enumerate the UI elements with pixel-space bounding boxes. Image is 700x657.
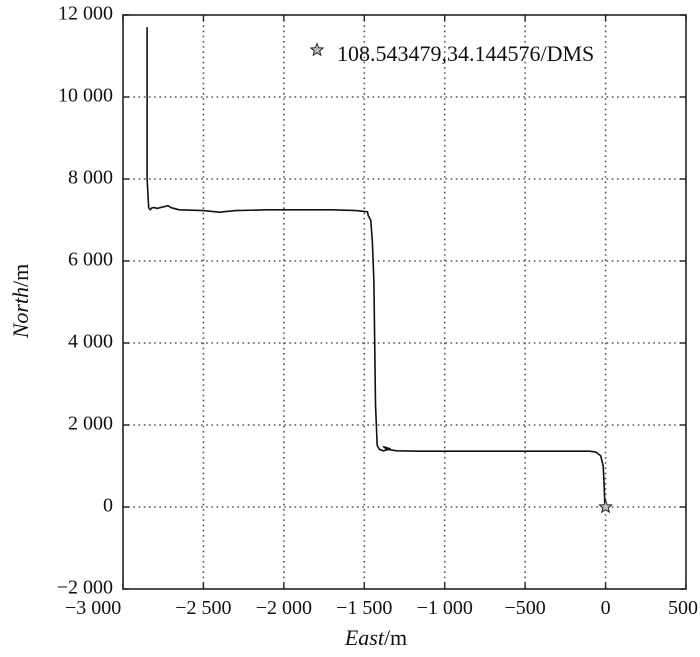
x-tick-label: −2 500 bbox=[175, 597, 231, 619]
start-marker-group bbox=[598, 499, 613, 514]
grid-lines bbox=[123, 15, 686, 589]
trajectory-line bbox=[146, 27, 607, 508]
y-tick-label: −2 000 bbox=[57, 577, 113, 599]
plot-frame bbox=[122, 14, 687, 590]
y-tick-label: 2 000 bbox=[68, 413, 113, 435]
x-tick-label: −500 bbox=[505, 597, 546, 619]
legend-label: 108.543479,34.144576/DMS bbox=[337, 41, 594, 66]
x-tick-label: 500 bbox=[668, 597, 698, 619]
x-tick-label: −3 000 bbox=[65, 597, 121, 619]
y-tick-label: 6 000 bbox=[68, 249, 113, 271]
y-axis-ticks: −2 000 0 2 000 4 000 6 000 8 000 10 000 12 000 bbox=[57, 3, 686, 599]
y-tick-label: 0 bbox=[103, 495, 113, 517]
x-axis-title-unit: /m bbox=[384, 625, 407, 650]
x-tick-label: 0 bbox=[601, 597, 611, 619]
y-tick-label: 10 000 bbox=[58, 85, 113, 107]
x-tick-label: −2 000 bbox=[256, 597, 312, 619]
y-axis-title-name: North bbox=[8, 287, 33, 339]
legend-star-icon bbox=[309, 42, 325, 57]
legend: 108.543479,34.144576/DMS bbox=[309, 41, 594, 66]
x-axis-title-name: East bbox=[344, 625, 385, 650]
y-tick-label: 8 000 bbox=[68, 167, 113, 189]
x-axis-ticks: −3 000 −2 500 −2 000 −1 500 −1 000 −500 0 500 bbox=[65, 15, 698, 619]
y-axis-title-unit: /m bbox=[8, 264, 33, 287]
y-tick-label: 4 000 bbox=[68, 331, 113, 353]
x-tick-label: −1 000 bbox=[417, 597, 473, 619]
start-point-star-icon bbox=[598, 499, 613, 514]
x-tick-label: −1 500 bbox=[336, 597, 392, 619]
x-axis-title: East/m bbox=[344, 625, 407, 650]
y-tick-label: 12 000 bbox=[58, 3, 113, 25]
y-axis-title: North/m bbox=[8, 264, 33, 340]
